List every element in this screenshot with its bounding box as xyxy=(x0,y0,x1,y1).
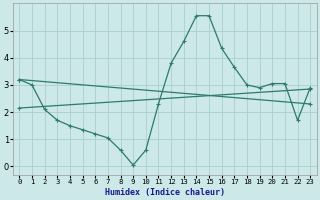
X-axis label: Humidex (Indice chaleur): Humidex (Indice chaleur) xyxy=(105,188,225,197)
